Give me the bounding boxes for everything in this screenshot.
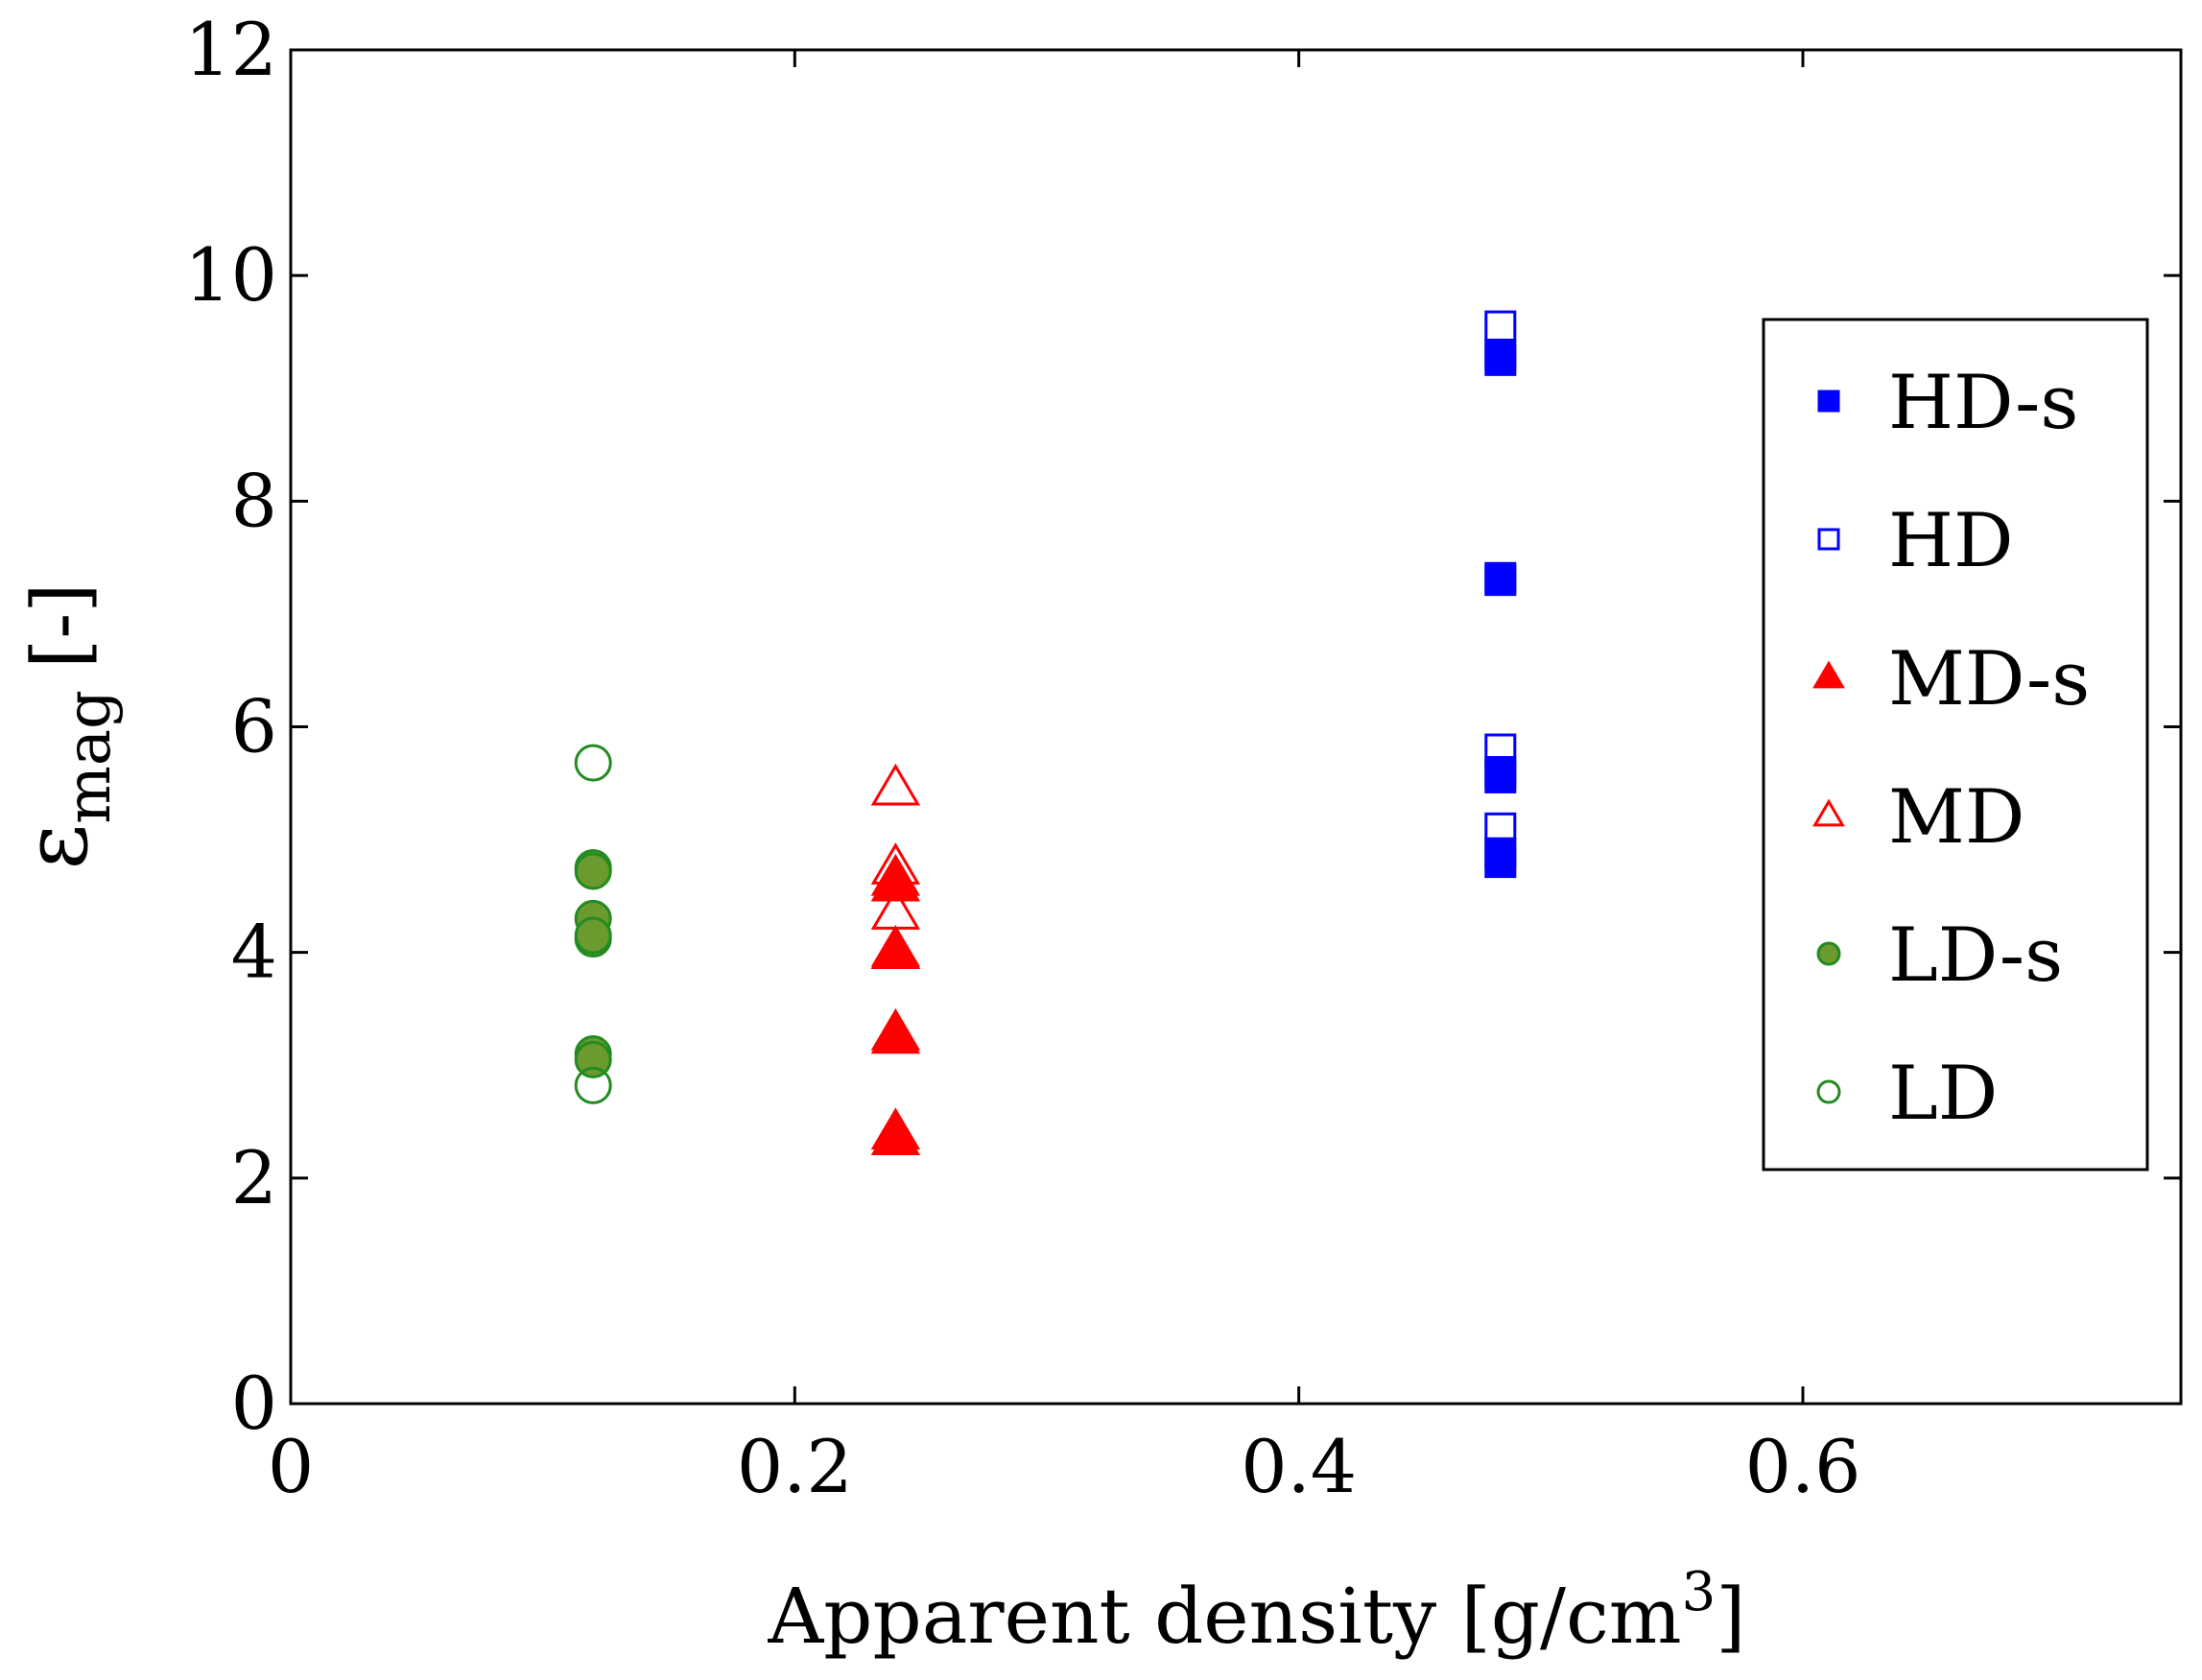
data-point-md [870, 887, 921, 930]
data-point-hd [1484, 812, 1517, 844]
legend: HD-s HD MD-s MD LD-s LD [1762, 318, 2149, 1171]
data-point-ld [574, 1066, 612, 1104]
data-point-ld-s [574, 916, 612, 955]
x-tick-label: 0.4 [1241, 1424, 1357, 1509]
legend-item-md: MD [1812, 774, 2024, 861]
y-tick-label: 6 [231, 684, 277, 769]
y-axis-label: εmag[-] [5, 583, 125, 870]
legend-label: LD-s [1888, 912, 2063, 999]
legend-label: MD-s [1888, 636, 2090, 722]
x-axis-label: Apparent density [g/cm3] [768, 1561, 1746, 1661]
legend-item-hd-s: HD-s [1817, 360, 2078, 446]
data-point-md-s [870, 853, 921, 896]
legend-label: MD [1888, 774, 2024, 861]
x-tick-label: 0 [268, 1424, 314, 1509]
data-point-md-s [870, 1007, 921, 1051]
legend-item-hd: HD [1817, 498, 2014, 584]
y-tick-label: 8 [231, 458, 277, 543]
legend-label: LD [1888, 1051, 1998, 1137]
data-point-ld [574, 744, 612, 782]
plot-area-frame [289, 48, 2183, 1406]
data-point-hd [1484, 310, 1517, 343]
y-tick-label: 4 [231, 910, 277, 995]
data-point-hd-s [1484, 756, 1517, 789]
data-point-md [870, 842, 921, 885]
legend-marker-md-s [1812, 660, 1845, 689]
data-point-md-s [870, 1107, 921, 1150]
data-point-md [870, 763, 921, 806]
legend-item-md-s: MD-s [1812, 636, 2090, 722]
y-tick-label: 12 [184, 7, 277, 92]
legend-marker-hd [1817, 528, 1840, 551]
data-point-ld-s [574, 852, 612, 890]
legend-label: HD-s [1888, 360, 2078, 446]
legend-box [1762, 318, 2149, 1171]
legend-marker-hd-s [1817, 390, 1840, 413]
legend-marker-ld [1816, 1079, 1841, 1104]
legend-item-ld: LD [1816, 1051, 1998, 1137]
legend-label: HD [1888, 498, 2014, 584]
legend-item-ld-s: LD-s [1816, 912, 2063, 999]
data-point-ld-s [574, 1040, 612, 1078]
data-point-hd-s [1484, 561, 1517, 594]
y-tick-label: 0 [231, 1361, 277, 1446]
x-tick-label: 0.6 [1745, 1424, 1861, 1509]
y-tick-label: 10 [184, 232, 277, 318]
legend-marker-md [1812, 798, 1845, 827]
legend-marker-ld-s [1816, 941, 1841, 966]
data-point-hd [1484, 733, 1517, 766]
data-point-md-s [870, 924, 921, 967]
x-tick-label: 0.2 [737, 1424, 853, 1509]
y-tick-label: 2 [231, 1135, 277, 1220]
data-point-hd-s [1484, 338, 1517, 370]
